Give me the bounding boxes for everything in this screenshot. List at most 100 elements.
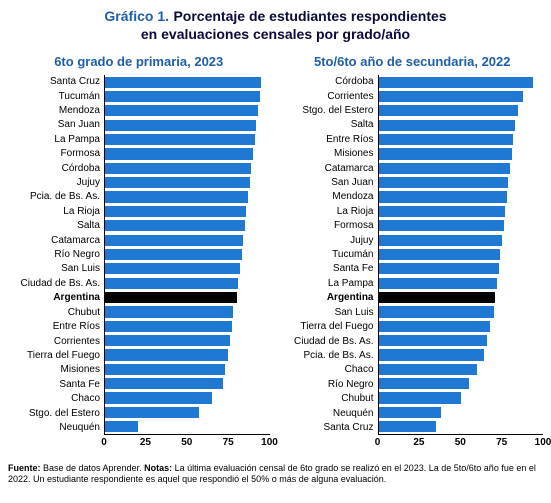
y-label: Catamarca [282, 164, 378, 174]
footnote-source-text: Base de datos Aprender. [41, 463, 145, 473]
y-label: Stgo. del Estero [8, 409, 104, 419]
y-label: Argentina [282, 293, 378, 303]
y-label: Stgo. del Estero [282, 106, 378, 116]
bar [379, 364, 478, 375]
y-label: Corrientes [8, 337, 104, 347]
bar [379, 77, 534, 88]
bar [379, 306, 494, 317]
y-label: Pcia. de Bs. As. [8, 192, 104, 202]
y-label: Pcia. de Bs. As. [282, 351, 378, 361]
bar [105, 364, 225, 375]
y-label: Mendoza [8, 106, 104, 116]
bar [379, 148, 512, 159]
bar [105, 105, 258, 116]
bar-highlight [105, 292, 237, 303]
left-panel: 6to grado de primaria, 2023 Santa Cruz Tu… [8, 54, 270, 451]
bar [105, 148, 253, 159]
right-panel-title: 5to/6to año de secundaria, 2022 [282, 54, 544, 69]
bar [379, 263, 499, 274]
bar [105, 306, 233, 317]
y-label: Entre Ríos [8, 322, 104, 332]
title-prefix: Gráfico 1. [104, 8, 169, 24]
footnote-source-label: Fuente: [8, 463, 41, 473]
bar [379, 206, 506, 217]
left-bars-col [104, 75, 270, 435]
right-x-ticks: 0255075100 [378, 437, 544, 451]
y-label: Misiones [8, 365, 104, 375]
bar [105, 421, 138, 432]
y-label: Tucumán [282, 250, 378, 260]
bar [105, 249, 242, 260]
bar [379, 407, 442, 418]
y-label: Santa Cruz [282, 423, 378, 433]
y-label: Santa Cruz [8, 77, 104, 87]
y-label: La Rioja [8, 207, 104, 217]
y-label: Jujuy [8, 178, 104, 188]
y-label: Tucumán [8, 92, 104, 102]
y-label: Entre Ríos [282, 135, 378, 145]
y-label: Salta [8, 221, 104, 231]
y-label: Santa Fe [282, 264, 378, 274]
bar [105, 120, 256, 131]
x-tick: 25 [413, 437, 424, 448]
footnote: Fuente: Base de datos Aprender. Notas: L… [8, 463, 543, 486]
y-label: Tierra del Fuego [282, 322, 378, 332]
bar [379, 349, 484, 360]
left-panel-title: 6to grado de primaria, 2023 [8, 54, 270, 69]
x-tick: 100 [535, 437, 551, 448]
y-label: Neuquén [8, 423, 104, 433]
y-label: La Rioja [282, 207, 378, 217]
bar [105, 321, 232, 332]
x-tick: 25 [140, 437, 151, 448]
bar [379, 134, 514, 145]
bar [105, 134, 255, 145]
y-label: Chubut [8, 308, 104, 318]
y-label: Ciudad de Bs. As. [8, 279, 104, 289]
y-label: Misiones [282, 149, 378, 159]
x-tick: 50 [181, 437, 192, 448]
x-tick: 50 [455, 437, 466, 448]
bar-highlight [379, 292, 496, 303]
right-x-axis: 0255075100 [282, 437, 544, 451]
bar [379, 163, 511, 174]
bar [379, 91, 524, 102]
y-label: La Pampa [8, 135, 104, 145]
bar [379, 105, 519, 116]
bar [105, 163, 251, 174]
y-label: Chubut [282, 394, 378, 404]
y-label: Formosa [8, 149, 104, 159]
panels-row: 6to grado de primaria, 2023 Santa Cruz Tu… [8, 54, 543, 451]
bar [105, 91, 260, 102]
left-y-labels: Santa Cruz Tucumán Mendoza San Juan La Pampa… [8, 75, 104, 435]
bar [105, 77, 261, 88]
footnote-notes-label: Notas: [144, 463, 172, 473]
bar [379, 392, 461, 403]
x-tick: 75 [223, 437, 234, 448]
bar [105, 191, 248, 202]
bar [379, 220, 504, 231]
chart-title: Gráfico 1. Porcentaje de estudiantes res… [8, 8, 543, 44]
bar [105, 349, 228, 360]
left-x-axis: 0255075100 [8, 437, 270, 451]
y-label: La Pampa [282, 279, 378, 289]
y-label: Catamarca [8, 236, 104, 246]
bar [379, 249, 501, 260]
bar [105, 235, 243, 246]
y-label: San Juan [8, 120, 104, 130]
y-label: Río Negro [8, 250, 104, 260]
bar [105, 392, 212, 403]
y-label: San Luis [8, 264, 104, 274]
y-label: Jujuy [282, 236, 378, 246]
bar [379, 335, 488, 346]
x-tick: 0 [375, 437, 381, 448]
y-label: Formosa [282, 221, 378, 231]
right-y-labels: CórdobaCorrientesStgo. del EsteroSaltaEn… [282, 75, 378, 435]
y-label: San Juan [282, 178, 378, 188]
bar [105, 378, 223, 389]
y-label: Río Negro [282, 380, 378, 390]
bar [379, 278, 497, 289]
bar [105, 407, 199, 418]
bar [105, 263, 240, 274]
title-main-line2: en evaluaciones censales por grado/año [141, 26, 410, 42]
y-label: Tierra del Fuego [8, 351, 104, 361]
